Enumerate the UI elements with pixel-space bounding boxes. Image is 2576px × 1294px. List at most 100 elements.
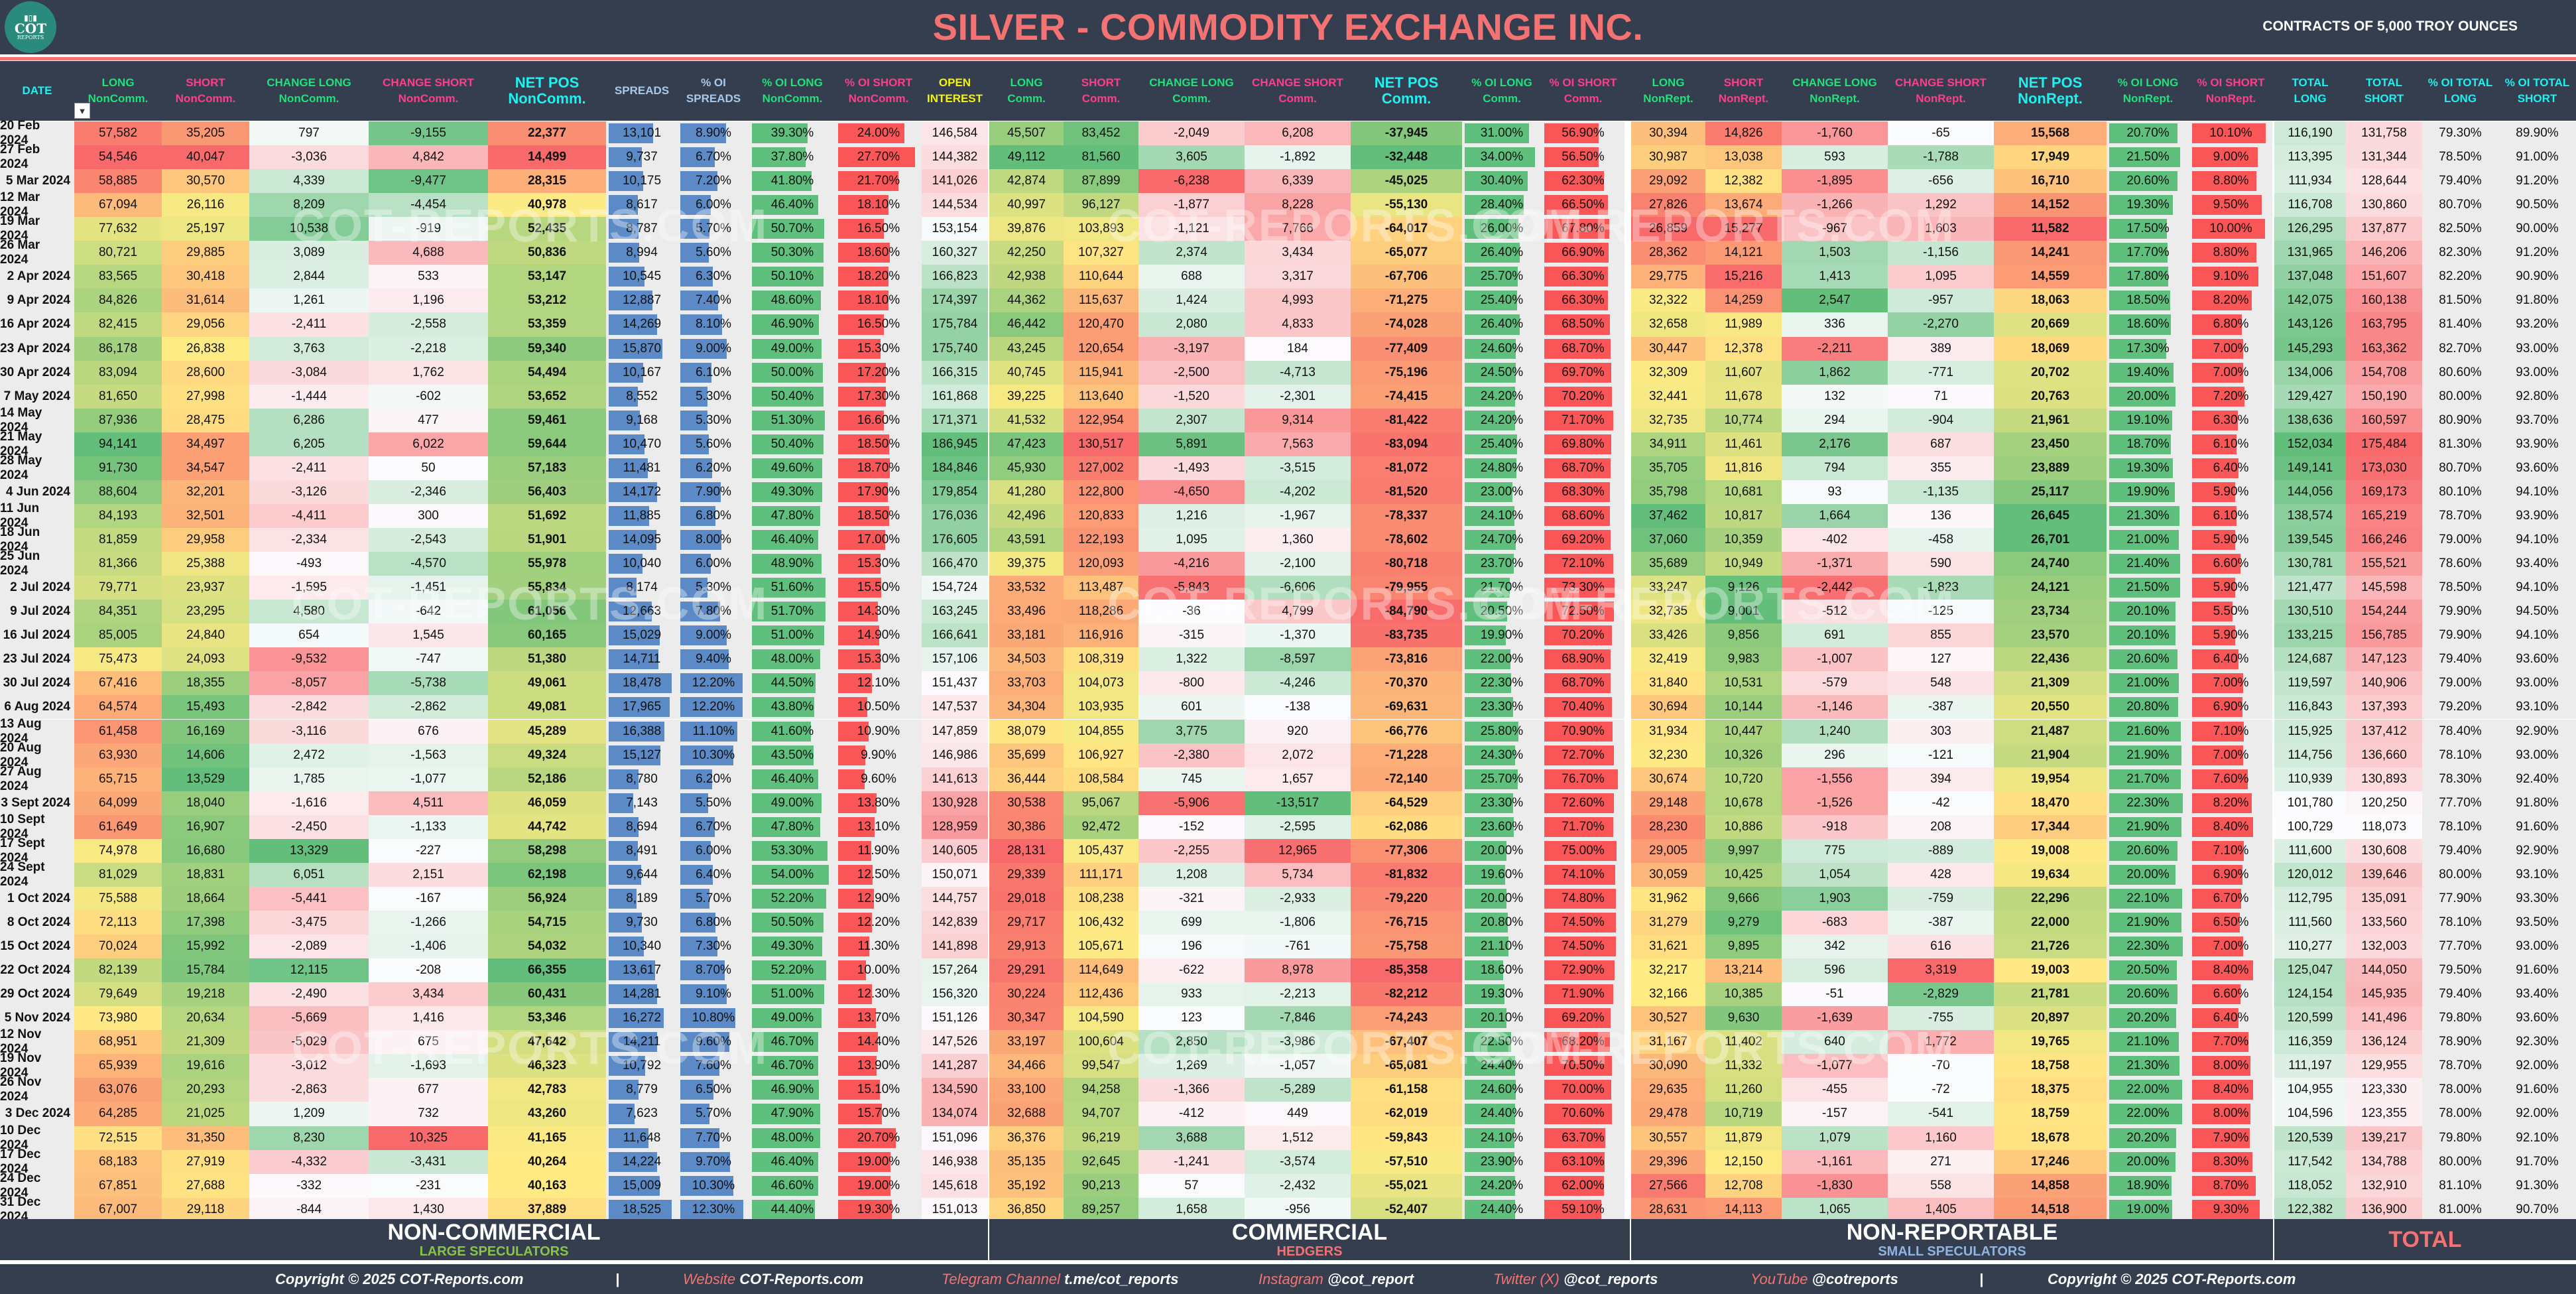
column-header-total-0[interactable]: TOTAL LONG (2274, 61, 2346, 121)
column-header-comm-6[interactable]: % OI SHORT Comm. (1542, 61, 1625, 121)
column-header-nonrept-3[interactable]: CHANGE SHORT NonRept. (1888, 61, 1994, 121)
cell-value: 5.60% (696, 245, 731, 260)
column-header-nonrept-4[interactable]: NET POS NonRept. (1994, 61, 2107, 121)
column-header-noncomm-6[interactable]: % OI SPREADS (678, 61, 749, 121)
cell-c-4: -37,945 (1351, 121, 1462, 146)
cell-nr-5: 22.30% (2107, 791, 2189, 815)
cell-value: 116,359 (2288, 1035, 2333, 1049)
data-bar (752, 530, 818, 550)
data-bar (1465, 1032, 1511, 1053)
column-header-nonrept-5[interactable]: % OI LONG NonRept. (2107, 61, 2189, 121)
column-header-comm-3[interactable]: CHANGE SHORT Comm. (1245, 61, 1351, 121)
cell-nc-3: 50 (369, 456, 488, 480)
column-header-comm-4[interactable]: NET POS Comm. (1351, 61, 1462, 121)
column-header-nonrept-2[interactable]: CHANGE LONG NonRept. (1782, 61, 1888, 121)
cell-t-1: 150,190 (2346, 384, 2422, 409)
cell-value: 23.60% (1480, 819, 1524, 834)
column-header-noncomm-1[interactable]: SHORT NonComm. (162, 61, 249, 121)
cell-value: 51.30% (770, 413, 814, 427)
footer-twitter[interactable]: Twitter (X) @cot_reports (1493, 1271, 1658, 1288)
cell-nr-0: 31,840 (1631, 671, 1705, 696)
cell-c-0: 36,376 (989, 1126, 1064, 1150)
cell-value: 12,382 (1724, 174, 1763, 188)
cell-value: 89.90% (2516, 126, 2559, 141)
column-header-noncomm-3[interactable]: CHANGE SHORT NonComm. (369, 61, 488, 121)
cell-c-3: 12,965 (1245, 838, 1351, 863)
cell-value: 79.80% (2439, 1011, 2482, 1025)
website-link[interactable]: COT-Reports.com (739, 1270, 864, 1287)
cell-c-6: 70.00% (1542, 1078, 1625, 1102)
column-header-total-1[interactable]: TOTAL SHORT (2346, 61, 2422, 121)
cell-value: 8,787 (626, 222, 658, 236)
cell-nc-8: 16.60% (835, 408, 922, 432)
cell-value: -7,846 (1280, 1011, 1316, 1025)
column-header-comm-0[interactable]: LONG Comm. (989, 61, 1064, 121)
column-header-noncomm-0[interactable]: LONG NonComm. (74, 61, 162, 121)
column-header-date[interactable]: DATE (0, 61, 74, 121)
telegram-link[interactable]: t.me/cot_reports (1064, 1270, 1179, 1287)
cell-nc-3: 675 (369, 1030, 488, 1055)
cell-c-0: 28,131 (989, 838, 1064, 863)
column-header-nonrept-1[interactable]: SHORT NonRept. (1705, 61, 1782, 121)
data-bar (2109, 530, 2179, 550)
data-bar (838, 816, 875, 837)
data-bar (2109, 505, 2179, 526)
column-header-noncomm-9[interactable]: OPEN INTEREST (922, 61, 988, 121)
column-header-comm-1[interactable]: SHORT Comm. (1064, 61, 1138, 121)
column-header-comm-5[interactable]: % OI LONG Comm. (1462, 61, 1542, 121)
column-header-comm-2[interactable]: CHANGE LONG Comm. (1138, 61, 1245, 121)
data-bar (2109, 649, 2177, 670)
cell-c-1: 103,935 (1064, 695, 1138, 720)
column-header-nonrept-6[interactable]: % OI SHORT NonRept. (2189, 61, 2272, 121)
cell-nc-4: 54,494 (488, 360, 606, 385)
data-bar (1544, 840, 1617, 861)
cell-nc-2: 1,261 (249, 289, 369, 313)
cell-nr-4: 14,858 (1994, 1173, 2107, 1198)
cell-nc-6: 6.20% (678, 456, 749, 480)
cell-c-5: 23.70% (1462, 552, 1542, 576)
column-header-noncomm-5[interactable]: SPREADS (606, 61, 678, 121)
cell-nr-3: 1,160 (1888, 1126, 1994, 1150)
footer-website[interactable]: Website COT-Reports.com (683, 1271, 863, 1288)
cell-value: 73,980 (98, 1011, 138, 1025)
cell-nr-2: -1,556 (1782, 767, 1888, 791)
cell-value: 36,444 (1007, 771, 1046, 786)
footer-telegram[interactable]: Telegram Channel t.me/cot_reports (942, 1271, 1178, 1288)
column-header-nonrept-0[interactable]: LONG NonRept. (1631, 61, 1705, 121)
cell-value: 59,340 (527, 341, 567, 356)
cell-c-6: 62.00% (1542, 1173, 1625, 1198)
cell-value: 26,116 (186, 198, 225, 212)
column-header-noncomm-7[interactable]: % OI LONG NonComm. (749, 61, 835, 121)
cell-nc-4: 59,644 (488, 432, 606, 456)
cell-nr-4: 19,634 (1994, 862, 2107, 887)
column-header-noncomm-2[interactable]: CHANGE LONG NonComm. (249, 61, 369, 121)
data-bar (2192, 458, 2239, 478)
cell-value: 122,800 (1078, 484, 1124, 499)
date-filter-button[interactable]: ▼ (74, 103, 90, 119)
cell-nc-0: 83,565 (74, 265, 162, 289)
cell-t-2: 79.50% (2422, 958, 2498, 983)
cell-value: 21.50% (2126, 150, 2170, 164)
cell-nr-0: 30,447 (1631, 336, 1705, 361)
column-header-noncomm-8[interactable]: % OI SHORT NonComm. (835, 61, 922, 121)
cell-nc-6: 6.20% (678, 767, 749, 791)
column-header-total-2[interactable]: % OI TOTAL LONG (2422, 61, 2498, 121)
cell-t-0: 129,427 (2274, 384, 2346, 409)
cell-nc-7: 48.90% (749, 552, 835, 576)
footer-youtube[interactable]: YouTube @cotreports (1750, 1271, 1898, 1288)
cell-value: 32,230 (1648, 747, 1688, 762)
cell-c-2: -1,121 (1138, 217, 1245, 241)
cell-t-3: 92.10% (2498, 1126, 2576, 1150)
cell-value: 31,350 (186, 1130, 225, 1145)
column-header-top: CHANGE LONG (1149, 76, 1234, 89)
cell-value: 92.40% (2516, 771, 2559, 786)
column-header-total-3[interactable]: % OI TOTAL SHORT (2498, 61, 2576, 121)
twitter-link[interactable]: @cot_reports (1563, 1270, 1658, 1287)
column-header-noncomm-4[interactable]: NET POS NonComm. (488, 61, 606, 121)
instagram-link[interactable]: @cot_report (1327, 1270, 1414, 1287)
cell-value: 134,006 (2287, 365, 2333, 379)
youtube-link[interactable]: @cotreports (1811, 1270, 1898, 1287)
footer-instagram[interactable]: Instagram @cot_report (1258, 1271, 1414, 1288)
cell-value: 1,079 (1819, 1130, 1851, 1145)
cell-c-2: 5,891 (1138, 432, 1245, 456)
